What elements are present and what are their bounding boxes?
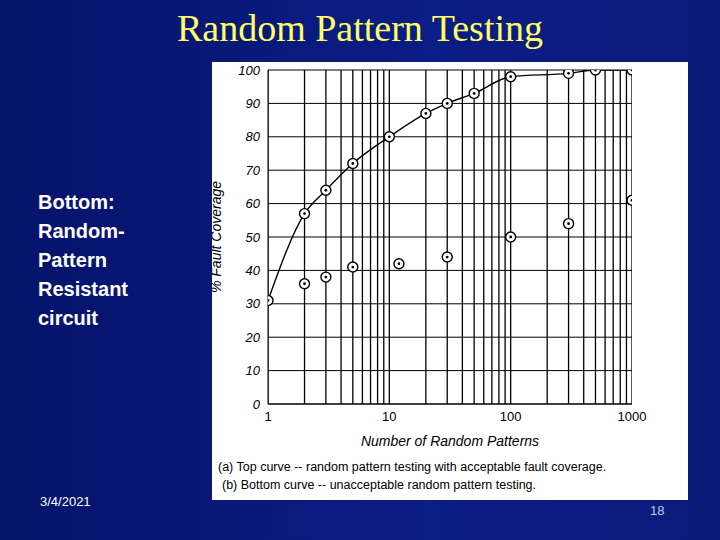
svg-text:20: 20 bbox=[245, 330, 261, 345]
svg-text:0: 0 bbox=[253, 397, 261, 412]
svg-text:% Fault Coverage: % Fault Coverage bbox=[212, 181, 224, 293]
svg-text:1000: 1000 bbox=[618, 409, 647, 424]
svg-text:1: 1 bbox=[264, 409, 271, 424]
html-text:Resistant: Resistant bbox=[38, 278, 128, 300]
svg-text:70: 70 bbox=[246, 163, 261, 178]
html-text:Random-: Random- bbox=[38, 220, 125, 242]
html-text:Bottom:: Bottom: bbox=[38, 191, 115, 213]
svg-text:50: 50 bbox=[246, 230, 261, 245]
svg-text:60: 60 bbox=[246, 196, 261, 211]
svg-text:Number of Random Patterns: Number of Random Patterns bbox=[361, 433, 539, 449]
html-text:Pattern: Pattern bbox=[38, 249, 107, 271]
svg-text:90: 90 bbox=[246, 96, 261, 111]
svg-text:100: 100 bbox=[238, 63, 260, 78]
html-text:(b) Bottom curve -- unacceptab: (b) Bottom curve -- unacceptable random … bbox=[222, 478, 536, 492]
html-text:circuit: circuit bbox=[38, 307, 98, 329]
svg-text:100: 100 bbox=[500, 409, 522, 424]
html-text:Random Pattern Testing: Random Pattern Testing bbox=[177, 7, 543, 49]
svg-text:10: 10 bbox=[246, 363, 261, 378]
svg-text:80: 80 bbox=[246, 129, 261, 144]
html-text:(a) Top curve -- random patter: (a) Top curve -- random pattern testing … bbox=[218, 460, 607, 474]
svg-text:10: 10 bbox=[382, 409, 396, 424]
svg-text:40: 40 bbox=[246, 263, 261, 278]
html-text:3/4/2021: 3/4/2021 bbox=[40, 494, 91, 509]
html-text:18: 18 bbox=[650, 503, 665, 518]
svg-text:30: 30 bbox=[246, 296, 261, 311]
